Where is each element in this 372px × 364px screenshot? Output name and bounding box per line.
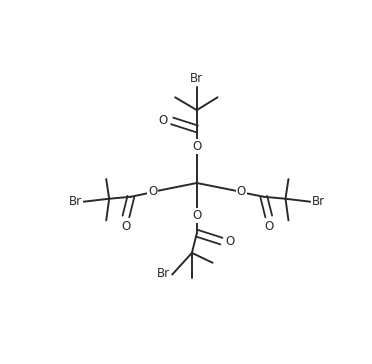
Text: O: O — [237, 185, 246, 198]
Text: O: O — [148, 185, 157, 198]
Text: O: O — [159, 114, 168, 127]
Text: O: O — [192, 140, 202, 153]
Text: O: O — [192, 209, 202, 222]
Text: O: O — [121, 220, 131, 233]
Text: O: O — [226, 234, 235, 248]
Text: O: O — [264, 220, 273, 233]
Text: Br: Br — [157, 267, 170, 280]
Text: Br: Br — [190, 72, 203, 86]
Text: Br: Br — [312, 195, 325, 208]
Text: Br: Br — [68, 195, 81, 208]
